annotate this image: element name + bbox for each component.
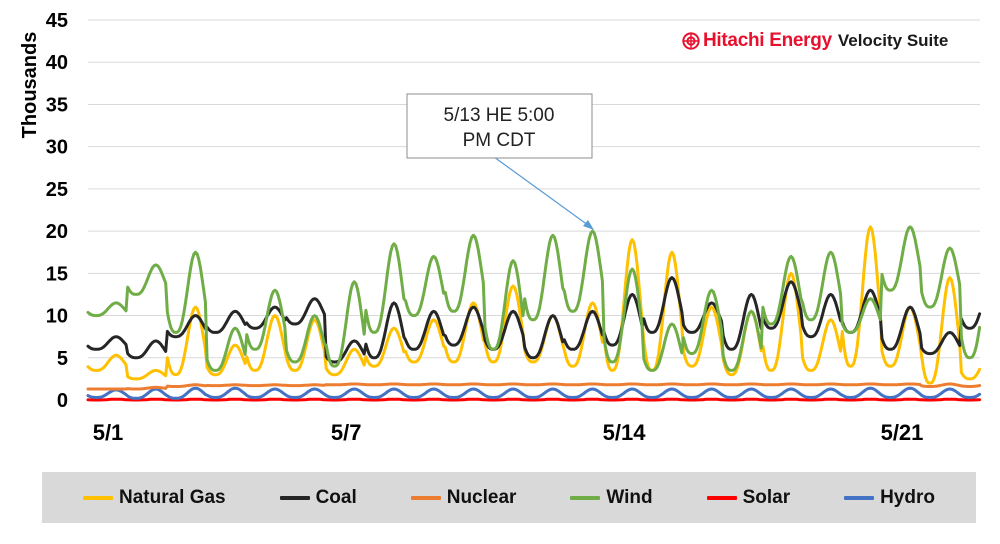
y-tick-label: 0 [57,390,68,412]
y-tick-label: 20 [46,221,68,243]
annotation-box [406,93,593,159]
series-line-natural-gas [86,225,982,385]
y-tick-label: 30 [46,137,68,159]
x-tick-label: 5/7 [331,420,362,445]
legend-item-nuclear: Nuclear [410,486,517,509]
legend-swatch [570,495,601,500]
series-lines [86,225,982,402]
legend-swatch [82,495,113,500]
legend-label: Hydro [880,486,935,508]
legend-label: Coal [315,486,357,508]
hitachi-logo-icon [682,32,700,50]
y-tick-label: 15 [46,263,68,285]
y-axis-label: Thousands [19,32,41,139]
legend: Natural Gas Coal Nuclear Wind Solar Hydr… [42,472,976,523]
brand-suite: Velocity Suite [837,31,949,50]
annotation-line-1: 5/13 HE 5:00 [444,105,555,126]
legend-swatch [844,495,875,500]
annotation-arrow [493,156,593,229]
x-tick-labels: 5/1 5/7 5/14 5/21 [93,420,924,445]
series-line-coal [86,276,982,364]
legend-item-hydro: Hydro [844,487,935,509]
series-line-solar [86,397,982,402]
y-tick-label: 45 [46,10,68,32]
x-tick-label: 5/14 [603,420,647,445]
legend-swatch [279,495,310,500]
y-tick-label: 40 [46,52,68,74]
annotation-line-2: PM CDT [463,130,536,151]
legend-label: Nuclear [446,486,517,508]
y-tick-label: 35 [46,94,68,116]
series-line-hydro [86,386,982,400]
legend-label: Natural Gas [118,486,226,508]
legend-item-solar: Solar [706,486,791,509]
legend-swatch [410,495,441,500]
legend-item-wind: Wind [570,486,653,509]
legend-swatch [706,495,737,500]
x-tick-label: 5/1 [93,420,124,445]
brand-logo: Hitachi Energy Velocity Suite [682,29,982,53]
y-tick-label: 10 [46,306,68,328]
x-tick-label: 5/21 [881,420,924,445]
gridlines [88,19,980,401]
legend-label: Wind [606,486,653,508]
legend-label: Solar [742,486,791,508]
annotation-callout: 5/13 HE 5:00 PM CDT [406,93,594,230]
y-tick-label: 25 [46,179,68,201]
series-line-wind [86,225,982,372]
brand-name: Hitachi Energy [703,30,832,51]
legend-item-natural-gas: Natural Gas [82,486,226,509]
y-tick-labels: 0 5 10 15 20 25 30 35 40 45 [46,10,68,412]
y-tick-label: 5 [57,348,68,370]
annotation-arrowhead [583,220,594,230]
legend-item-coal: Coal [279,486,357,509]
series-line-nuclear [86,382,982,391]
